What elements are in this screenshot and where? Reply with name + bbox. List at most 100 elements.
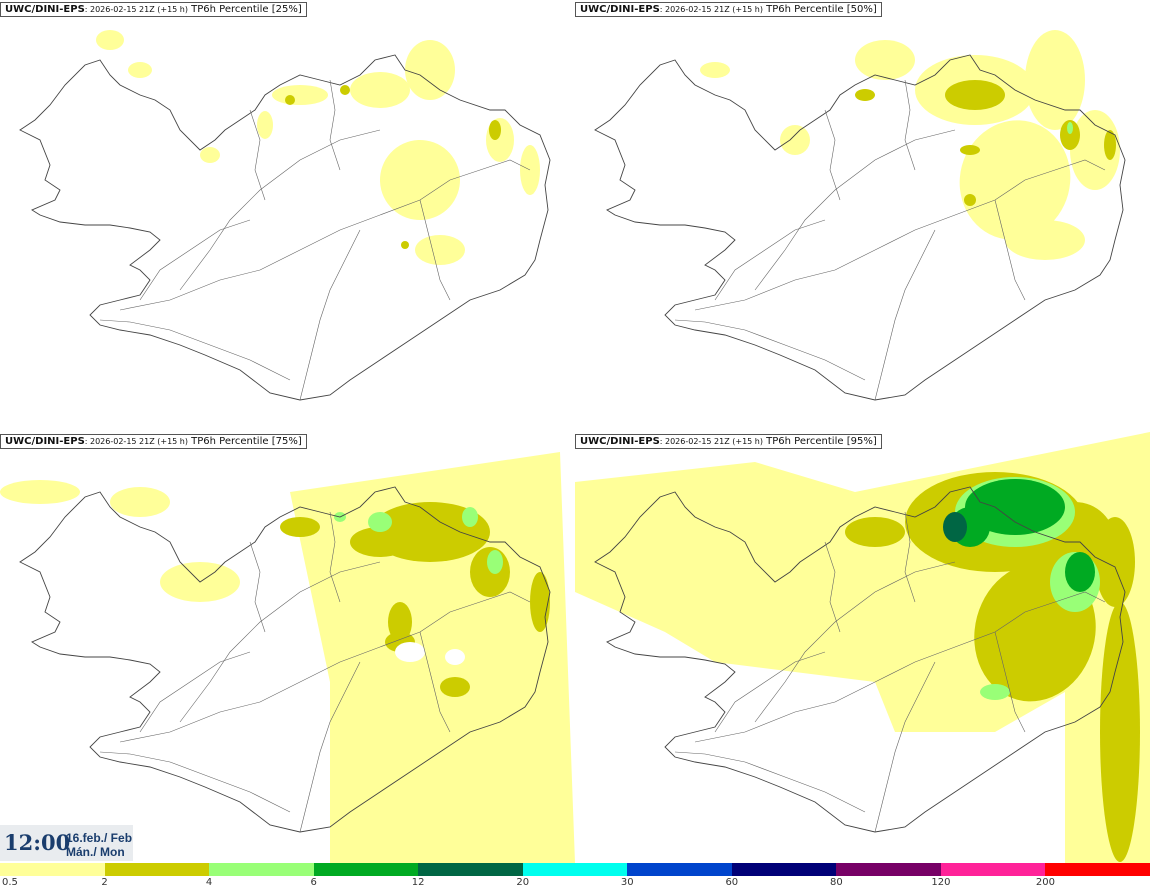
legend-swatch [1045,863,1150,876]
precip-area [965,479,1065,535]
valid-day: Mán./ Mon [66,845,125,859]
legend-label: 12 [411,877,425,888]
color-legend: 0.5 2 4 6 12 20 30 60 80 120 200 [0,863,1150,891]
precip-area [487,550,503,574]
legend-swatch [0,863,105,876]
road-line [119,591,531,743]
precip-area [1060,120,1080,150]
precip-area [401,241,409,249]
road-line [754,561,956,723]
legend-label: 4 [205,877,213,888]
precip-area [388,602,412,642]
legend-swatch [940,863,1046,876]
legend-swatch [731,863,837,876]
precip-area [855,40,915,80]
precip-area [980,684,1010,700]
precip-area [960,145,980,155]
road-line [874,229,936,401]
precip-area [462,507,478,527]
road-line [694,591,1106,743]
legend-label: 60 [725,877,739,888]
precip-area [959,120,1071,240]
road-line [139,219,251,301]
precip-area [405,40,455,100]
precip-area [1095,517,1135,607]
road-line [99,751,291,813]
precip-area [285,95,295,105]
road-line [674,319,866,381]
road-line [874,661,936,833]
valid-time: 12:00 [4,830,71,855]
legend-swatch [104,863,210,876]
road-line [329,79,341,171]
precip-area [855,89,875,101]
precip-area [96,30,124,50]
road-line [179,129,381,291]
legend-label: 120 [931,877,951,888]
panel-title: UWC/DINI-EPS: 2026-02-15 21Z (+15 h) TP6… [575,2,882,17]
legend-swatch [522,863,628,876]
panel-title: UWC/DINI-EPS: 2026-02-15 21Z (+15 h) TP6… [0,2,307,17]
precip-area [1025,30,1085,130]
road-line [119,159,531,311]
legend-label: 2 [101,877,108,888]
legend-label: 20 [516,877,530,888]
legend-swatch [836,863,941,876]
precip-area [368,512,392,532]
road-line [824,541,841,633]
map-canvas [0,452,575,863]
road-line [139,651,251,733]
road-line [714,651,826,733]
map-panel-95: UWC/DINI-EPS: 2026-02-15 21Z (+15 h) TP6… [575,432,1150,863]
precip-area [440,677,470,697]
legend-swatch [627,863,732,876]
precip-area [780,125,810,155]
precip-gap [445,649,465,665]
map-panel-25: UWC/DINI-EPS: 2026-02-15 21Z (+15 h) TP6… [0,0,575,431]
legend-label: 200 [1035,877,1055,888]
road-line [419,631,451,733]
precip-area [350,72,410,108]
valid-time-box: 12:00 16.feb./ Feb Mán./ Mon [0,825,133,861]
precip-area [700,62,730,78]
precip-area [1067,122,1073,134]
panel-title: UWC/DINI-EPS: 2026-02-15 21Z (+15 h) TP6… [0,434,307,449]
map-canvas [575,432,1150,863]
legend-color-bar [0,863,1150,876]
road-line [299,229,361,401]
road-line [329,511,341,603]
precip-area [350,527,410,557]
road-line [904,79,916,171]
iceland-coastline [594,54,1126,401]
precip-area [272,85,328,105]
iceland-coastline [594,486,1126,833]
road-line [179,561,381,723]
precip-area [1070,110,1120,190]
road-line [754,129,956,291]
precip-area [340,85,350,95]
precip-area [1100,602,1140,862]
road-line [994,199,1026,301]
precip-area [945,80,1005,110]
precip-area [200,147,220,163]
precip-area [110,487,170,517]
panel-title: UWC/DINI-EPS: 2026-02-15 21Z (+15 h) TP6… [575,434,882,449]
precip-area [1065,552,1095,592]
legend-swatch [209,863,314,876]
road-line [299,661,361,833]
precip-area [380,140,460,220]
iceland-coastline [19,486,551,833]
precip-area [0,480,80,504]
legend-label: 0.5 [2,877,18,888]
precip-gap [395,642,425,662]
map-panel-75: UWC/DINI-EPS: 2026-02-15 21Z (+15 h) TP6… [0,432,575,863]
legend-label: 80 [829,877,843,888]
map-canvas [19,30,551,401]
road-line [249,541,266,633]
valid-date: 16.feb./ Feb [66,831,133,845]
road-line [994,631,1026,733]
precip-area [1104,130,1116,160]
road-line [694,159,1106,311]
precip-area [257,111,273,139]
precip-area [280,517,320,537]
